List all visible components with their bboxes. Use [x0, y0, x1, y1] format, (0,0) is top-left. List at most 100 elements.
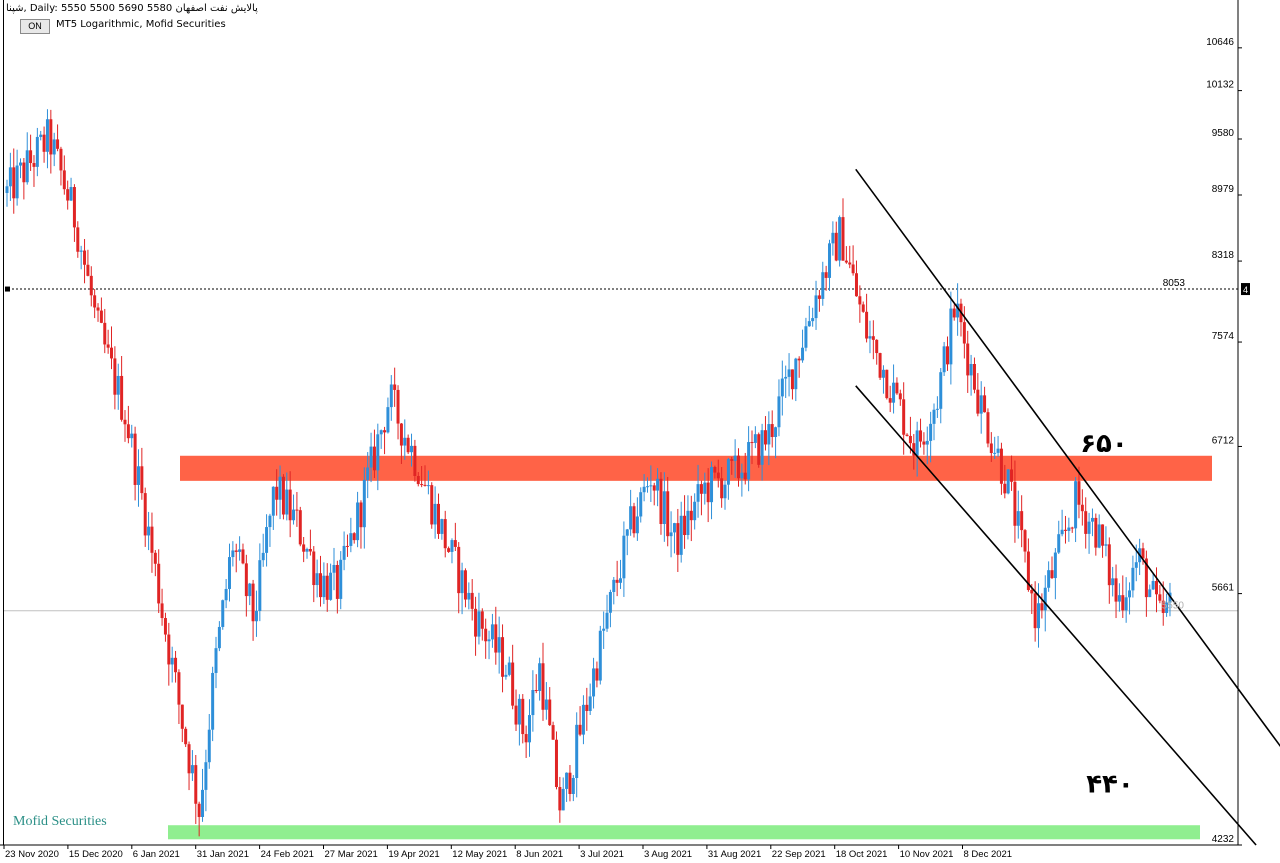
candle-body	[231, 550, 235, 558]
candle-body	[66, 189, 70, 201]
candle-body	[477, 611, 481, 637]
on-toggle-button[interactable]: ON	[20, 19, 50, 34]
candle-body	[679, 515, 683, 555]
candle-body	[150, 526, 154, 553]
candle-body	[656, 478, 660, 491]
candle-body	[524, 734, 528, 743]
candle-body	[703, 482, 707, 494]
candle-body	[241, 549, 245, 564]
candle-body	[929, 423, 933, 441]
reference-level-label: 8053	[1163, 278, 1186, 289]
candle-body	[737, 455, 741, 479]
lower-channel-line	[855, 385, 1257, 846]
candle-body	[750, 442, 754, 444]
candle-body	[797, 358, 801, 361]
candle-body	[794, 358, 798, 390]
candle-body	[369, 446, 373, 468]
candle-body	[89, 275, 93, 296]
candle-body	[861, 304, 865, 312]
candle-body	[113, 358, 117, 395]
candle-body	[258, 560, 262, 611]
candle-body	[528, 715, 532, 743]
candle-body	[1107, 544, 1111, 586]
candle-body	[288, 489, 292, 521]
candle-body	[551, 725, 555, 740]
candle-body	[1131, 567, 1135, 591]
candle-body	[460, 570, 464, 594]
candle-body	[565, 772, 569, 789]
candle-body	[828, 243, 832, 278]
x-tick-label: 3 Aug 2021	[644, 849, 692, 860]
candle-body	[79, 250, 83, 252]
candle-body	[123, 419, 127, 425]
candle-body	[143, 493, 147, 536]
candle-body	[686, 510, 690, 536]
candle-body	[952, 308, 956, 318]
candle-body	[854, 273, 858, 297]
candle-body	[676, 523, 680, 555]
candle-body	[662, 491, 666, 524]
candle-body	[147, 526, 151, 536]
candle-body	[629, 506, 633, 530]
candle-body	[396, 389, 400, 424]
candle-body	[487, 639, 491, 642]
candle-body	[915, 430, 919, 456]
candle-body	[780, 378, 784, 397]
candle-body	[136, 466, 140, 485]
candle-body	[693, 501, 697, 521]
candle-body	[29, 150, 33, 164]
candle-body	[399, 423, 403, 446]
candle-body	[935, 408, 939, 410]
candle-body	[838, 217, 842, 261]
candle-body	[1060, 529, 1064, 535]
candle-body	[403, 437, 407, 446]
candle-body	[180, 704, 184, 729]
candle-body	[892, 382, 896, 403]
candle-body	[612, 579, 616, 592]
candle-body	[817, 295, 821, 299]
candle-body	[1158, 594, 1162, 601]
candle-body	[153, 552, 157, 564]
candle-body	[339, 559, 343, 599]
candle-body	[831, 232, 835, 244]
candle-body	[1043, 587, 1047, 611]
candle-body	[207, 729, 211, 763]
candle-body	[1121, 595, 1125, 611]
candle-body	[1151, 581, 1155, 590]
candle-body	[325, 575, 329, 600]
candle-body	[868, 336, 872, 339]
candle-body	[760, 430, 764, 465]
candle-body	[554, 739, 558, 788]
candle-body	[632, 506, 636, 534]
candle-body	[204, 762, 208, 790]
candle-body	[140, 466, 144, 494]
x-tick-label: 15 Dec 2020	[69, 849, 123, 860]
candle-body	[467, 592, 471, 600]
x-tick-label: 3 Jul 2021	[580, 849, 624, 860]
candle-body	[349, 533, 353, 546]
candle-body	[238, 549, 242, 552]
candle-body	[362, 479, 366, 528]
candle-body	[986, 412, 990, 444]
candle-body	[723, 484, 727, 499]
candle-body	[511, 662, 515, 706]
candle-body	[716, 472, 720, 479]
candle-body	[945, 346, 949, 365]
candle-body	[167, 634, 171, 665]
candle-body	[126, 424, 130, 439]
candle-body	[824, 272, 828, 278]
upper-channel-line	[855, 168, 1280, 748]
candle-body	[979, 395, 983, 414]
candle-body	[56, 139, 60, 149]
candle-body	[814, 295, 818, 319]
candle-body	[39, 134, 43, 137]
candle-body	[1114, 578, 1118, 602]
candle-body	[25, 150, 29, 183]
candle-body	[989, 443, 993, 454]
candle-body	[878, 353, 882, 378]
x-tick-label: 12 May 2021	[452, 849, 507, 860]
candle-body	[865, 311, 869, 339]
candle-body	[908, 435, 912, 444]
candle-body	[271, 486, 275, 516]
